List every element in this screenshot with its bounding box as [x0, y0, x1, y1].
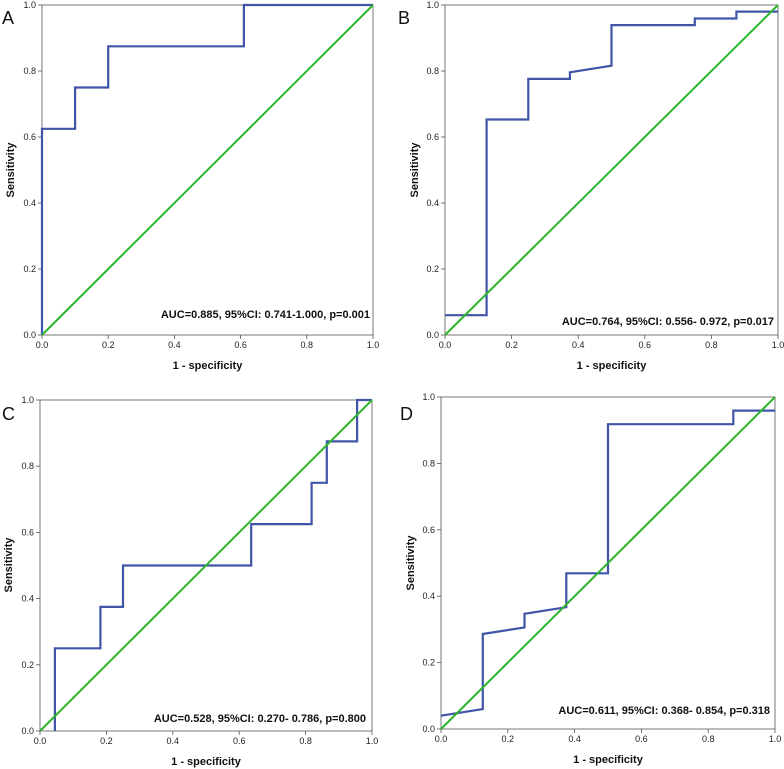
x-tick-label: 0.4	[168, 340, 181, 350]
x-tick-label: 0.0	[435, 734, 448, 744]
y-tick-label: 0.2	[21, 660, 34, 670]
y-tick-label: 1.0	[422, 392, 435, 402]
auc-annotation: AUC=0.764, 95%CI: 0.556- 0.972, p=0.017	[562, 316, 774, 328]
panel-b: 0.0 0.2 0.4 0.6 0.8 1.0 0.0 0.2 0.4 0.6 0.8 1.0 1 - …	[398, 0, 784, 372]
x-axis-label: 1 - specificity	[573, 754, 644, 766]
panel-letter: B	[398, 8, 410, 28]
x-tick-label: 0.0	[34, 736, 47, 746]
x-tick-label: 0.0	[36, 340, 49, 350]
y-axis-label: Sensitivity	[5, 142, 17, 198]
roc-curve-line	[53, 398, 372, 731]
auc-annotation: AUC=0.885, 95%CI: 0.741-1.000, p=0.001	[161, 309, 370, 321]
y-tick-label: 1.0	[23, 0, 36, 10]
x-tick-label: 0.2	[100, 736, 113, 746]
x-tick-label: 0.4	[572, 340, 585, 350]
y-tick-label: 0.2	[422, 658, 435, 668]
panel-d: 0.0 0.2 0.4 0.6 0.8 1.0 0.0 0.2 0.4 0.6 0.8 1.0 1 - …	[400, 392, 781, 766]
y-tick-label: 1.0	[21, 395, 34, 405]
x-tick-label: 0.8	[702, 734, 715, 744]
x-axis-label: 1 - specificity	[173, 360, 244, 372]
y-tick-label: 0.0	[426, 330, 439, 340]
plot-frame	[444, 4, 779, 336]
x-tick-label: 1.0	[366, 736, 379, 746]
y-axis-label: Sensitivity	[3, 537, 15, 593]
roc-curve-line	[40, 3, 373, 335]
y-tick-label: 0.0	[21, 726, 34, 736]
y-tick-label: 0.6	[21, 527, 34, 537]
x-axis-label: 1 - specificity	[171, 756, 242, 768]
y-tick-label: 0.8	[21, 461, 34, 471]
y-tick-label: 0.2	[23, 264, 36, 274]
y-axis-label: Sensitivity	[409, 142, 421, 198]
reference-diagonal-line	[444, 4, 779, 336]
y-tick-label: 0.6	[422, 525, 435, 535]
x-axis-label: 1 - specificity	[577, 360, 648, 372]
y-tick-label: 0.0	[422, 724, 435, 734]
x-tick-label: 1.0	[772, 340, 784, 350]
plot-frame	[39, 399, 373, 732]
x-tick-label: 0.2	[102, 340, 115, 350]
plot-frame	[440, 396, 776, 730]
x-tick-label: 1.0	[367, 340, 380, 350]
x-tick-label: 0.8	[301, 340, 314, 350]
x-tick-label: 0.6	[639, 340, 652, 350]
x-tick-label: 0.8	[299, 736, 312, 746]
y-tick-label: 1.0	[426, 0, 439, 10]
roc-curve-line	[445, 10, 778, 317]
reference-diagonal-line	[41, 4, 374, 336]
x-tick-label: 0.8	[705, 340, 718, 350]
panel-letter: C	[2, 404, 15, 424]
y-tick-label: 0.8	[422, 458, 435, 468]
auc-annotation: AUC=0.528, 95%CI: 0.270- 0.786, p=0.800	[154, 713, 366, 725]
y-tick-label: 0.6	[23, 132, 36, 142]
auc-annotation: AUC=0.611, 95%CI: 0.368- 0.854, p=0.318	[558, 705, 770, 717]
y-tick-label: 0.0	[23, 330, 36, 340]
panel-c: 0.0 0.2 0.4 0.6 0.8 1.0 0.0 0.2 0.4 0.6 0.8 1.0 1 - …	[2, 395, 378, 768]
reference-diagonal-line	[440, 396, 776, 730]
x-tick-label: 0.2	[502, 734, 515, 744]
panel-a: 0.0 0.2 0.4 0.6 0.8 1.0 0.0 0.2 0.4 0.6 0.8 1.0 1 - …	[2, 0, 379, 372]
y-tick-label: 0.2	[426, 264, 439, 274]
x-tick-label: 0.6	[635, 734, 648, 744]
y-tick-label: 0.4	[21, 594, 34, 604]
x-tick-label: 1.0	[769, 734, 782, 744]
panel-letter: A	[2, 8, 14, 28]
x-tick-label: 0.2	[505, 340, 518, 350]
y-tick-label: 0.4	[426, 198, 439, 208]
x-tick-label: 0.6	[234, 340, 247, 350]
reference-diagonal-line	[39, 399, 373, 732]
y-tick-label: 0.8	[426, 66, 439, 76]
x-tick-label: 0.4	[568, 734, 581, 744]
x-tick-label: 0.4	[167, 736, 180, 746]
y-tick-label: 0.4	[422, 591, 435, 601]
x-tick-label: 0.0	[439, 340, 452, 350]
y-tick-label: 0.8	[23, 66, 36, 76]
y-tick-label: 0.4	[23, 198, 36, 208]
roc-curve-line	[440, 409, 775, 717]
y-axis-label: Sensitivity	[405, 535, 417, 591]
x-tick-label: 0.6	[233, 736, 246, 746]
panel-letter: D	[400, 404, 413, 424]
y-tick-label: 0.6	[426, 132, 439, 142]
